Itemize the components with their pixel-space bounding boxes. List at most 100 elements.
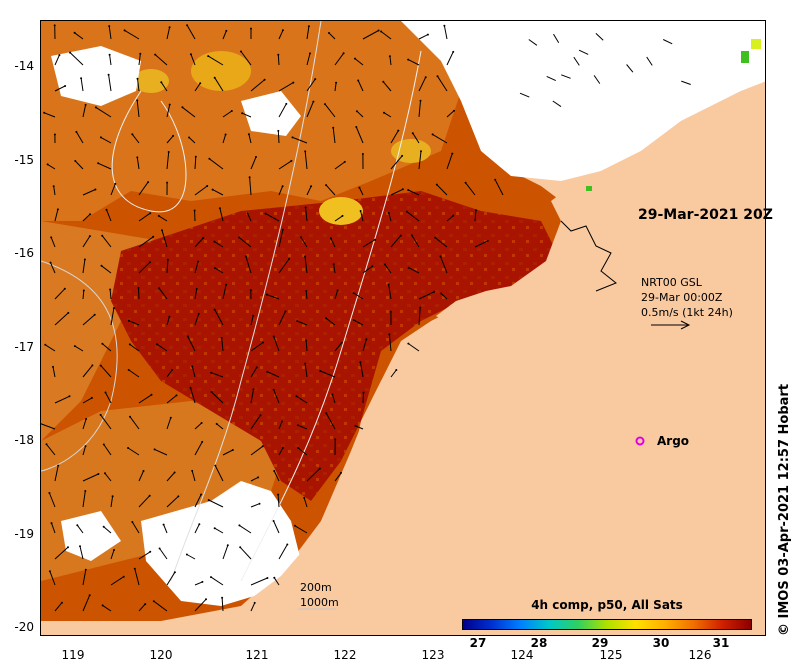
current-vector-arrow: [222, 545, 229, 560]
current-vector-arrow: [82, 259, 86, 274]
current-vector-arrow: [278, 311, 286, 326]
current-vector-head: [133, 567, 136, 570]
current-vector-head: [419, 99, 422, 102]
current-vector-head: [281, 185, 284, 188]
coastline-detail: [560, 220, 617, 292]
current-vector-arrow: [82, 595, 91, 612]
current-vector-arrow: [306, 468, 321, 482]
current-vector-arrow: [222, 284, 227, 300]
current-vector-arrow: [325, 412, 336, 430]
current-vector-arrow: [102, 604, 112, 612]
current-vector-head: [273, 470, 276, 472]
current-vector-arrow: [389, 56, 392, 66]
current-vector-arrow: [388, 334, 392, 352]
current-vector-head: [407, 58, 410, 61]
current-vector-arrow: [320, 370, 336, 378]
current-vector-arrow: [54, 54, 60, 66]
current-vector-arrow: [110, 496, 114, 508]
current-vector-head: [389, 310, 392, 313]
current-vector-arrow: [194, 237, 204, 248]
current-vector-arrow: [273, 336, 280, 352]
current-vector-head: [129, 415, 131, 418]
current-vector-head: [250, 27, 252, 30]
current-vector-arrow: [108, 74, 112, 92]
current-vector-arrow: [54, 312, 69, 326]
current-vector-head: [156, 343, 158, 346]
current-vector-arrow: [48, 492, 56, 508]
current-vector-arrow: [194, 523, 200, 534]
current-vector-head: [342, 52, 345, 55]
current-vector-head: [197, 260, 200, 263]
current-vector-arrow: [74, 32, 84, 40]
current-vector-head: [181, 106, 184, 109]
current-vector-head: [377, 29, 380, 32]
current-vector-arrow: [138, 603, 146, 612]
current-vector-arrow: [166, 496, 179, 508]
current-vector-arrow: [131, 521, 140, 534]
current-vector-arrow: [102, 343, 112, 352]
current-vector-head: [255, 366, 258, 369]
current-vector-arrow: [69, 52, 84, 66]
current-vector-head: [210, 576, 212, 579]
current-vector-head: [45, 443, 48, 446]
current-vector-arrow: [240, 51, 252, 66]
current-vector-head: [263, 78, 266, 81]
current-vector-head: [218, 207, 221, 210]
current-vector-arrow: [109, 54, 112, 66]
lon-label: 124: [510, 648, 534, 662]
current-vector-arrow: [166, 472, 175, 482]
current-vector-arrow: [182, 106, 196, 118]
current-vector-head: [43, 111, 46, 114]
current-vector-arrow: [250, 342, 264, 352]
current-vector-arrow: [418, 100, 421, 118]
current-vector-arrow: [153, 600, 168, 612]
current-vector-head: [76, 524, 79, 527]
current-vector-arrow: [194, 261, 199, 274]
current-vector-head: [160, 81, 163, 84]
current-vector-head: [185, 553, 188, 556]
current-vector-head: [399, 234, 402, 237]
current-vector-arrow: [159, 548, 168, 560]
current-vector-head: [354, 424, 357, 427]
current-vector-arrow: [216, 423, 224, 430]
current-vector-head: [407, 266, 410, 269]
current-vector-arrow: [446, 153, 453, 170]
current-vector-arrow: [194, 288, 198, 300]
current-vector-head: [211, 188, 214, 191]
current-vector-arrow: [154, 448, 168, 456]
current-vector-arrow: [208, 499, 224, 508]
current-vector-head: [290, 159, 293, 162]
current-vector-arrow: [278, 229, 284, 248]
current-vector-arrow: [278, 447, 284, 456]
current-vector-arrow: [74, 345, 84, 352]
current-vector-arrow: [110, 308, 115, 326]
current-vector-head: [335, 81, 338, 84]
current-vector-head: [341, 214, 344, 217]
current-vector-head: [205, 598, 207, 601]
current-vector-arrow: [242, 112, 252, 118]
current-vector-arrow: [222, 449, 234, 456]
current-vector-arrow: [138, 551, 151, 560]
current-vector-arrow: [354, 58, 364, 66]
lat-label: -16: [14, 246, 34, 260]
current-vector-arrow: [334, 472, 342, 482]
current-vector-arrow: [54, 465, 59, 482]
colorbar-tick: 30: [652, 636, 670, 650]
current-vector-arrow: [436, 184, 448, 196]
current-vector-head: [388, 333, 391, 336]
lat-label: -17: [14, 340, 34, 354]
current-vector-arrow: [593, 75, 601, 84]
current-vector-head: [101, 234, 104, 237]
current-vector-head: [324, 103, 326, 106]
current-vector-arrow: [188, 137, 196, 144]
current-vector-head: [67, 311, 70, 314]
current-vector-arrow: [245, 256, 252, 274]
current-vector-arrow: [306, 53, 311, 66]
current-vector-head: [73, 345, 76, 348]
current-vector-arrow: [54, 546, 69, 560]
current-vector-arrow: [355, 425, 364, 430]
current-vector-head: [238, 524, 241, 527]
current-vector-arrow: [390, 188, 404, 196]
current-vector-arrow: [156, 343, 168, 352]
lat-label: -14: [14, 59, 34, 73]
